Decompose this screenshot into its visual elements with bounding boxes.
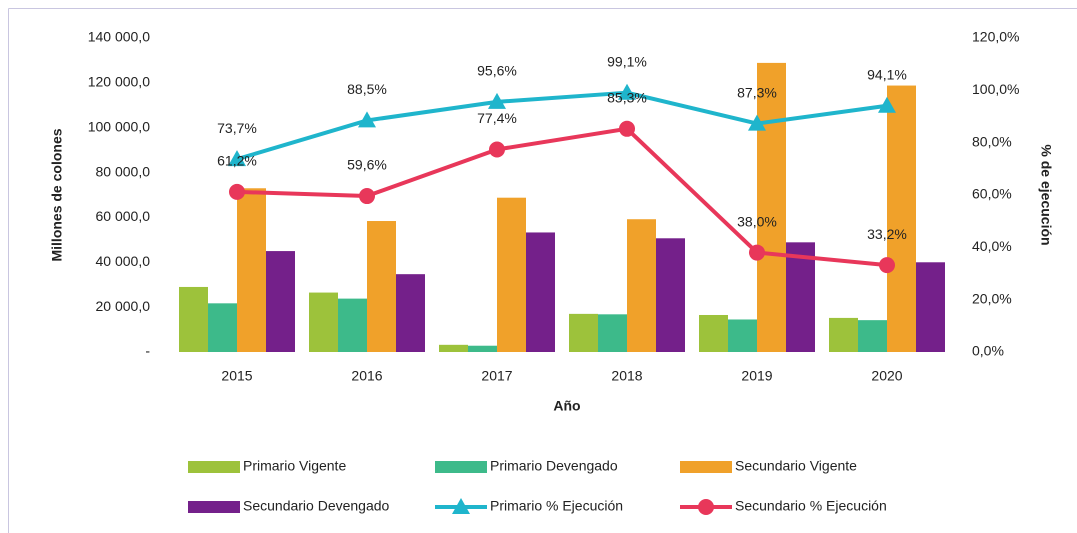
data-label: 59,6% — [347, 157, 387, 173]
y2-tick-label: 60,0% — [972, 186, 1012, 202]
x-tick-label: 2018 — [611, 368, 642, 384]
line-marker — [619, 120, 635, 137]
legend-label: Primario Vigente — [243, 458, 346, 474]
data-label: 73,7% — [217, 120, 257, 136]
bar — [439, 344, 468, 352]
x-axis-title: Año — [553, 398, 580, 414]
line-marker — [229, 183, 245, 200]
bar — [757, 62, 786, 352]
data-label: 87,3% — [737, 84, 777, 100]
x-tick-label: 2019 — [741, 368, 772, 384]
bar — [786, 242, 815, 352]
bar — [266, 251, 295, 352]
x-tick-label: 2020 — [871, 368, 902, 384]
line-marker — [879, 257, 895, 274]
legend-label: Primario Devengado — [490, 458, 618, 474]
legend-label: Secundario Vigente — [735, 458, 857, 474]
line — [236, 126, 888, 268]
bar — [497, 197, 526, 352]
y-tick-label: 20 000,0 — [96, 298, 151, 314]
legend-swatch — [680, 461, 732, 473]
y2-tick-label: 120,0% — [972, 29, 1019, 45]
data-label: 94,1% — [867, 66, 907, 82]
bar — [887, 85, 916, 352]
bar — [656, 238, 685, 352]
y-tick-label: - — [145, 343, 150, 359]
y2-tick-label: 0,0% — [972, 343, 1004, 359]
bar — [858, 320, 887, 352]
y2-tick-label: 100,0% — [972, 81, 1019, 97]
bar — [309, 292, 338, 352]
y-tick-label: 40 000,0 — [96, 253, 151, 269]
bar — [237, 188, 266, 352]
bar — [208, 303, 237, 352]
bar — [367, 221, 396, 352]
y-tick-label: 100 000,0 — [88, 118, 150, 134]
y-axis-title: Millones de colones — [49, 128, 65, 261]
legend-label: Secundario Devengado — [243, 498, 390, 514]
y-tick-label: 80 000,0 — [96, 163, 151, 179]
legend-label: Primario % Ejecución — [490, 498, 623, 514]
y2-tick-label: 20,0% — [972, 290, 1012, 306]
y-tick-label: 140 000,0 — [88, 29, 150, 45]
bar — [338, 298, 367, 352]
x-tick-label: 2017 — [481, 368, 512, 384]
data-label: 85,3% — [607, 90, 647, 106]
y-tick-label: 60 000,0 — [96, 208, 151, 224]
data-label: 33,2% — [867, 226, 907, 242]
data-label: 88,5% — [347, 81, 387, 97]
line-marker — [228, 150, 246, 167]
data-label: 99,1% — [607, 53, 647, 69]
y-tick-label: 120 000,0 — [88, 74, 150, 90]
legend-marker — [698, 499, 714, 515]
y2-axis-title: % de ejecución — [1038, 144, 1054, 245]
data-label: 38,0% — [737, 213, 777, 229]
line-marker — [878, 96, 896, 113]
bar — [829, 317, 858, 352]
y2-tick-label: 40,0% — [972, 238, 1012, 254]
line-marker — [359, 188, 375, 205]
line — [236, 90, 888, 162]
line-marker — [489, 141, 505, 158]
legend-marker — [452, 498, 470, 514]
data-label: 95,6% — [477, 63, 517, 79]
bar — [699, 314, 728, 352]
x-tick-label: 2016 — [351, 368, 382, 384]
line-marker — [748, 114, 766, 131]
bar — [468, 345, 497, 352]
legend-swatch — [435, 461, 487, 473]
line-marker — [749, 244, 765, 261]
legend-label: Secundario % Ejecución — [735, 498, 887, 514]
legend-swatch — [188, 461, 240, 473]
bar — [598, 314, 627, 352]
data-label: 61,2% — [217, 153, 257, 169]
bar — [179, 286, 208, 352]
bar — [396, 274, 425, 352]
bar — [627, 219, 656, 352]
line-marker — [358, 111, 376, 128]
bar — [569, 313, 598, 352]
x-tick-label: 2015 — [221, 368, 252, 384]
data-label: 77,4% — [477, 110, 517, 126]
bar — [916, 262, 945, 352]
bar — [728, 319, 757, 352]
legend-swatch — [188, 501, 240, 513]
line-marker — [488, 92, 506, 109]
line-marker — [618, 83, 636, 100]
bar — [526, 232, 555, 352]
y2-tick-label: 80,0% — [972, 133, 1012, 149]
